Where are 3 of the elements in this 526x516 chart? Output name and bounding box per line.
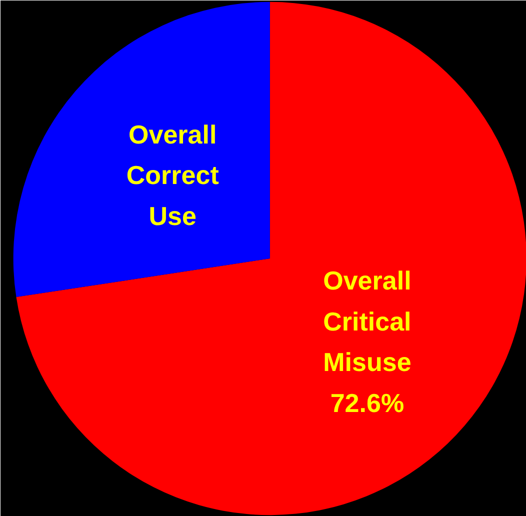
slice-label: Overall Correct Use — [126, 119, 220, 232]
slice-label: Overall Critical Misuse — [323, 265, 412, 378]
data-label: 72.6% — [330, 388, 404, 418]
